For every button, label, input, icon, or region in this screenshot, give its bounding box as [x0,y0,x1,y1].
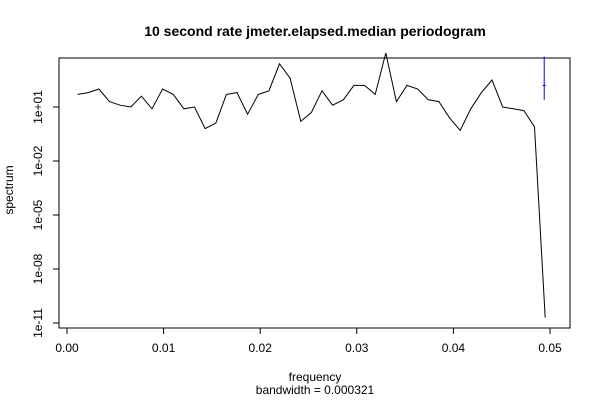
y-axis-label: spectrum [2,165,16,214]
y-tick-label: 1e-02 [31,145,45,176]
plot-frame [58,57,571,329]
bandwidth-label: bandwidth = 0.000321 [256,383,375,397]
x-tick-label: 0.01 [152,341,176,355]
y-tick-label: 1e-05 [31,199,45,230]
y-axis: 1e-11 1e-08 1e-05 1e-02 1e+01 [31,90,59,338]
y-tick-label: 1e+01 [31,90,45,124]
x-tick-label: 0.05 [538,341,562,355]
bandwidth-marker [542,56,546,100]
series-layer [77,52,546,318]
x-tick-label: 0.02 [249,341,273,355]
x-tick-label: 0.03 [345,341,369,355]
x-tick-label: 0.00 [55,341,79,355]
x-tick-label: 0.04 [442,341,466,355]
x-axis: 0.00 0.01 0.02 0.03 0.04 0.05 [55,328,562,355]
spectrum-series-line [77,52,546,318]
y-tick-label: 1e-11 [31,308,45,338]
chart-title: 10 second rate jmeter.elapsed.median per… [144,23,486,39]
y-tick-label: 1e-08 [31,253,45,284]
x-axis-label: frequency [289,370,342,384]
